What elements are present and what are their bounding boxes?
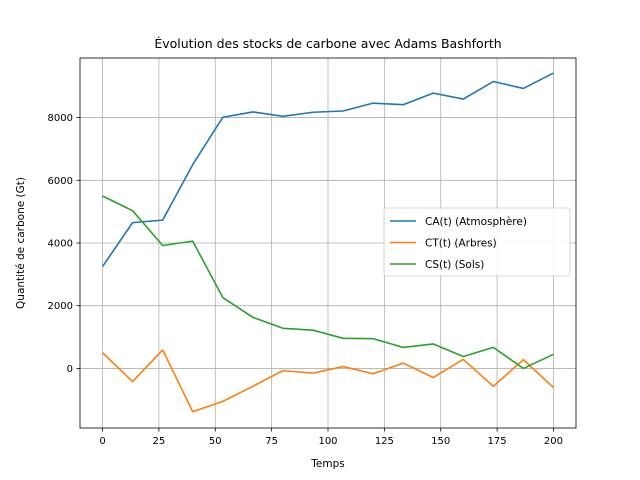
- x-tick-label: 50: [209, 436, 222, 447]
- chart-title: Évolution des stocks de carbone avec Ada…: [154, 36, 501, 51]
- y-axis-label: Quantité de carbone (Gt): [15, 177, 27, 309]
- legend-box: [383, 207, 571, 277]
- x-tick-label: 175: [488, 436, 507, 447]
- y-tick-label: 8000: [48, 113, 73, 124]
- y-tick-label: 2000: [48, 301, 73, 312]
- x-tick-label: 200: [544, 436, 563, 447]
- series-line-0: [101, 72, 554, 267]
- series-line-2: [102, 195, 554, 370]
- legend-label-2: CS(t) (Sols): [425, 259, 484, 271]
- y-tick-label: 0: [67, 364, 73, 375]
- legend: CA(t) (Atmosphère) CT(t) (Arbres) CS(t) (S…: [383, 207, 571, 277]
- x-tick-label: 75: [265, 436, 278, 447]
- x-tick-label: 100: [318, 436, 337, 447]
- y-tick-label: 4000: [48, 239, 73, 250]
- legend-label-0: CA(t) (Atmosphère): [425, 216, 527, 228]
- x-tick-label: 150: [431, 436, 450, 447]
- series-line-1: [101, 349, 554, 413]
- x-tick-label: 0: [99, 436, 105, 447]
- y-tick-label: 6000: [48, 176, 73, 187]
- x-tick-label: 25: [153, 436, 166, 447]
- legend-label-1: CT(t) (Arbres): [425, 238, 497, 250]
- series-layer: [101, 72, 554, 413]
- x-tick-label: 125: [375, 436, 394, 447]
- x-axis-label: Temps: [310, 458, 344, 470]
